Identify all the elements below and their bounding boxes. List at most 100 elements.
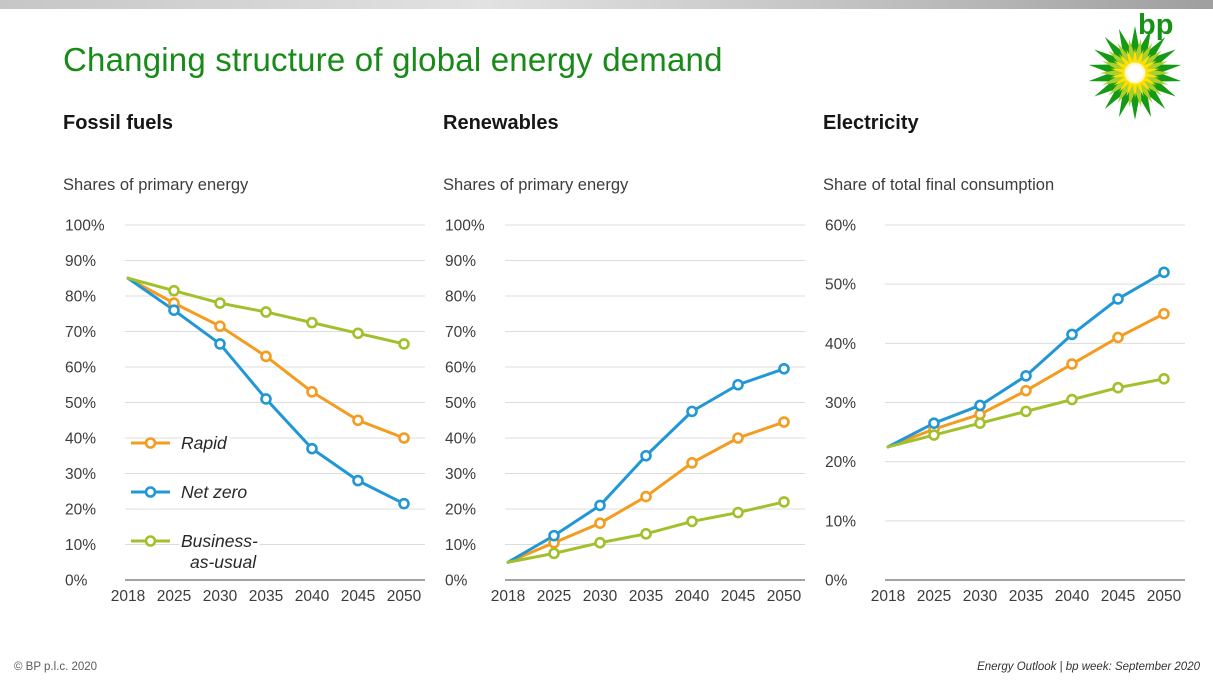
y-tick-label: 30% (445, 466, 476, 483)
x-tick-label: 2040 (295, 588, 330, 605)
data-point-marker (352, 414, 364, 427)
y-tick-label: 100% (65, 218, 105, 235)
x-tick-label: 2025 (537, 588, 571, 605)
y-tick-label: 50% (445, 395, 476, 412)
y-tick-label: 100% (445, 218, 485, 235)
data-point-marker (168, 304, 180, 316)
data-point-marker (974, 399, 986, 412)
x-tick-label: 2018 (491, 588, 525, 605)
y-tick-label: 10% (445, 537, 476, 554)
data-point-marker (306, 386, 318, 398)
y-tick-label: 30% (65, 466, 96, 483)
page-title: Changing structure of global energy dema… (63, 41, 723, 78)
electricity-subtitle: Share of total final consumption (823, 176, 1055, 194)
legend-label: Business-as-usual (181, 531, 258, 572)
renewables-panel: Renewables Shares of primary energy 100%… (443, 112, 815, 622)
electricity-panel: Electricity Share of total final consump… (823, 112, 1195, 622)
x-tick-label: 2030 (583, 588, 618, 605)
data-point-marker (1020, 370, 1032, 382)
y-tick-label: 50% (825, 277, 856, 294)
data-point-marker (168, 284, 180, 297)
fossil-fuels-chart: 100% 90% 80% 70% 60% 50% 40% 30% 20% 10% 0% 2018 202… (65, 218, 425, 605)
x-tick-label: 2050 (1147, 588, 1182, 605)
copyright-text: © BP p.l.c. 2020 (14, 661, 98, 673)
y-tick-label: 90% (65, 253, 96, 270)
data-point-marker (640, 490, 652, 503)
x-tick-label: 2045 (1101, 588, 1135, 605)
data-point-marker (778, 496, 790, 508)
x-tick-label: 2035 (1009, 588, 1043, 605)
y-tick-label: 10% (825, 513, 856, 530)
y-tick-label: 60% (445, 360, 476, 377)
x-tick-label: 2025 (917, 588, 951, 605)
data-point-marker (306, 442, 318, 455)
data-point-marker (640, 528, 652, 540)
y-tick-label: 60% (65, 360, 96, 377)
y-tick-label: 90% (445, 253, 476, 270)
data-point-marker (686, 515, 698, 528)
data-point-marker (686, 405, 698, 418)
data-point-marker (974, 417, 986, 430)
bp-helios-logo (1088, 26, 1182, 120)
data-point-marker (732, 432, 744, 444)
y-tick-label: 40% (65, 431, 96, 448)
data-point-marker (398, 432, 410, 444)
data-point-marker (260, 393, 272, 405)
data-point-marker (1020, 384, 1032, 397)
legend-marker (144, 437, 157, 449)
y-tick-label: 70% (65, 324, 96, 341)
data-point-marker (1066, 393, 1078, 406)
y-tick-label: 30% (825, 395, 856, 412)
data-point-marker (594, 499, 606, 512)
y-tick-label: 20% (445, 502, 476, 519)
data-point-marker (686, 457, 698, 469)
electricity-heading: Electricity (823, 112, 919, 134)
data-point-marker (214, 320, 226, 332)
x-tick-label: 2045 (721, 588, 755, 605)
data-point-marker (1158, 307, 1170, 320)
data-point-marker (928, 417, 940, 430)
y-tick-label: 20% (65, 502, 96, 519)
y-tick-label: 70% (445, 324, 476, 341)
y-tick-label: 60% (825, 218, 856, 235)
helios-core (1127, 65, 1143, 81)
x-tick-label: 2018 (871, 588, 905, 605)
x-tick-label: 2018 (111, 588, 145, 605)
legend-marker (144, 535, 157, 547)
y-tick-label: 10% (65, 537, 96, 554)
data-point-marker (594, 517, 606, 530)
data-point-marker (1066, 328, 1078, 341)
data-point-marker (548, 547, 560, 560)
data-point-marker (594, 536, 606, 549)
data-point-marker (1158, 266, 1170, 279)
y-tick-label: 0% (825, 573, 848, 590)
legend-marker (144, 486, 157, 498)
y-tick-label: 40% (825, 336, 856, 353)
y-tick-label: 80% (445, 289, 476, 306)
data-point-marker (1158, 373, 1170, 385)
renewables-subtitle: Shares of primary energy (443, 176, 629, 194)
data-point-marker (260, 306, 272, 318)
data-point-marker (398, 497, 410, 510)
bp-wordmark: bp (1138, 9, 1174, 41)
legend-label: Rapid (181, 433, 228, 453)
x-tick-label: 2030 (963, 588, 998, 605)
y-tick-label: 0% (65, 573, 88, 590)
data-point-marker (732, 506, 744, 519)
y-tick-label: 80% (65, 289, 96, 306)
data-point-marker (398, 338, 410, 350)
y-tick-label: 20% (825, 454, 856, 471)
renewables-chart: 100% 90% 80% 70% 60% 50% 40% 30% 20% 10% 0% 2018 202… (445, 218, 805, 605)
electricity-chart: 60% 50% 40% 30% 20% 10% 0% 2018 2025 2030 2035 2040… (825, 218, 1185, 605)
x-tick-label: 2030 (203, 588, 238, 605)
data-point-marker (352, 327, 364, 340)
data-point-marker (1112, 331, 1124, 344)
data-point-marker (1112, 293, 1124, 305)
data-point-marker (1066, 358, 1078, 370)
data-point-marker (214, 297, 226, 309)
y-tick-label: 40% (445, 431, 476, 448)
y-tick-label: 50% (65, 395, 96, 412)
x-tick-label: 2050 (387, 588, 422, 605)
x-tick-label: 2040 (1055, 588, 1090, 605)
data-point-marker (352, 474, 364, 487)
